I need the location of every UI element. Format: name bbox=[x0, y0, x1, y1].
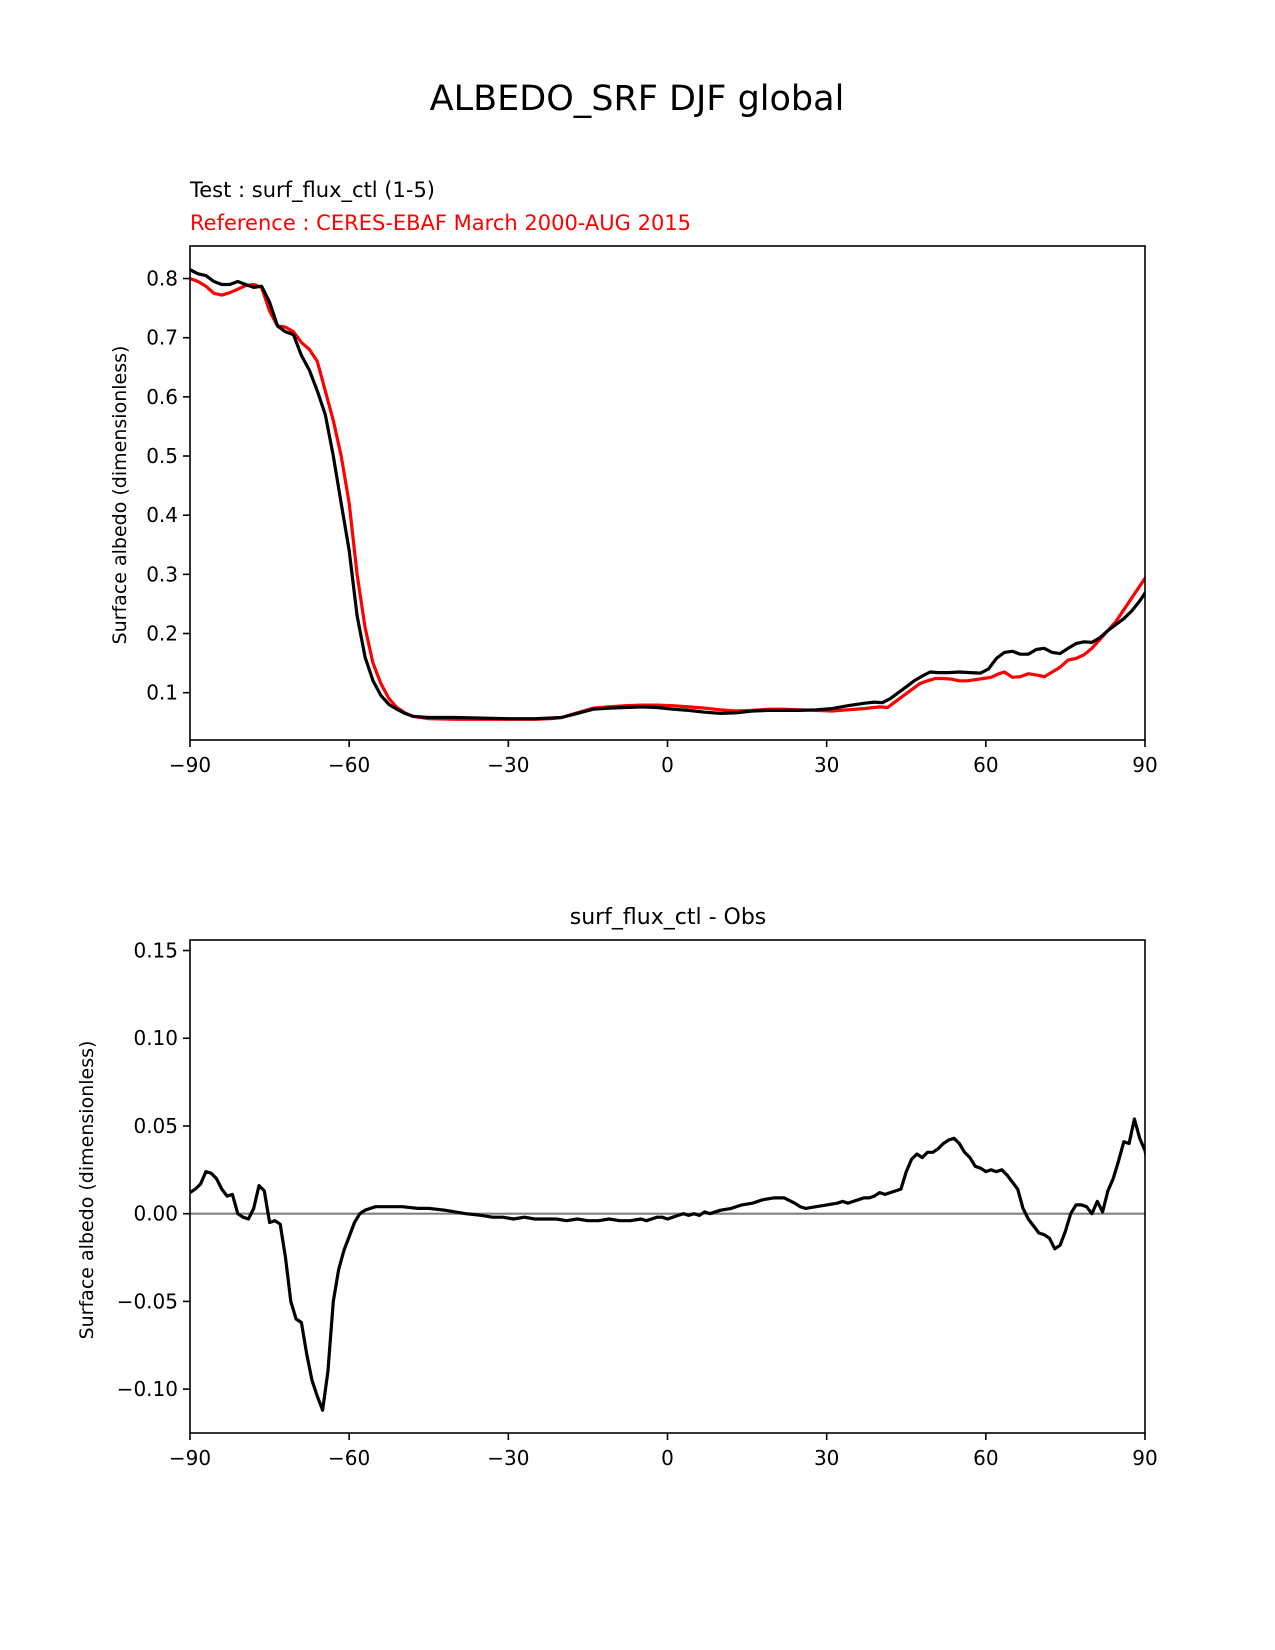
x-tick-label: 90 bbox=[1132, 753, 1157, 777]
y-tick-label: 0.2 bbox=[146, 622, 178, 646]
series-line-primary bbox=[190, 1117, 1145, 1412]
figure-title: ALBEDO_SRF DJF global bbox=[430, 79, 845, 119]
y-tick-label: 0.3 bbox=[146, 562, 178, 586]
y-tick-label: 0.1 bbox=[146, 681, 178, 705]
y-tick-label: 0.05 bbox=[133, 1114, 178, 1138]
lower-y-axis-label: Surface albedo (dimensionless) bbox=[76, 1041, 98, 1340]
x-tick-label: 60 bbox=[973, 753, 998, 777]
x-tick-label: −30 bbox=[487, 1446, 529, 1470]
lower-chart: surf_flux_ctl - Obs Surface albedo (dime… bbox=[76, 905, 1158, 1470]
x-tick-label: 0 bbox=[661, 753, 674, 777]
x-tick-label: 60 bbox=[973, 1446, 998, 1470]
x-tick-label: −30 bbox=[487, 753, 529, 777]
y-tick-label: 0.00 bbox=[133, 1202, 178, 1226]
x-tick-label: 90 bbox=[1132, 1446, 1157, 1470]
reference-label: Reference : CERES-EBAF March 2000-AUG 20… bbox=[190, 211, 691, 235]
series-line-secondary bbox=[190, 277, 1145, 721]
x-tick-label: −60 bbox=[328, 753, 370, 777]
x-tick-label: 30 bbox=[814, 1446, 839, 1470]
x-tick-label: −90 bbox=[169, 753, 211, 777]
upper-y-axis-label: Surface albedo (dimensionless) bbox=[109, 346, 131, 645]
series-line-primary bbox=[190, 268, 1145, 721]
x-tick-label: −90 bbox=[169, 1446, 211, 1470]
y-tick-label: 0.4 bbox=[146, 503, 178, 527]
x-tick-label: 30 bbox=[814, 753, 839, 777]
y-tick-label: 0.15 bbox=[133, 939, 178, 963]
test-label: Test : surf_flux_ctl (1-5) bbox=[189, 178, 435, 203]
y-tick-label: 0.7 bbox=[146, 326, 178, 350]
x-tick-label: 0 bbox=[661, 1446, 674, 1470]
y-tick-label: 0.5 bbox=[146, 444, 178, 468]
y-tick-label: −0.10 bbox=[117, 1377, 178, 1401]
y-tick-label: 0.8 bbox=[146, 267, 178, 291]
x-tick-label: −60 bbox=[328, 1446, 370, 1470]
y-tick-label: 0.6 bbox=[146, 385, 178, 409]
lower-chart-title: surf_flux_ctl - Obs bbox=[570, 905, 767, 930]
upper-chart: Test : surf_flux_ctl (1-5) Reference : C… bbox=[109, 178, 1158, 777]
y-tick-label: −0.05 bbox=[117, 1289, 178, 1313]
y-tick-label: 0.10 bbox=[133, 1026, 178, 1050]
